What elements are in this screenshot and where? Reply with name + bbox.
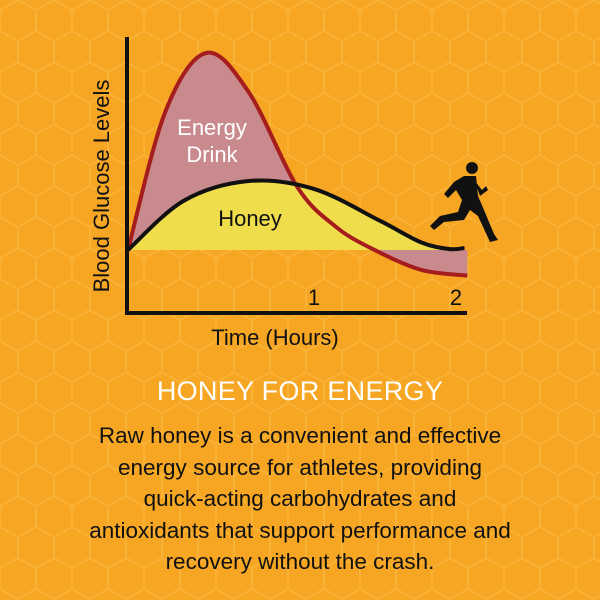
body-line: energy source for athletes, providing	[118, 454, 482, 480]
x-tick-1: 1	[308, 285, 320, 310]
x-tick-2: 2	[450, 285, 462, 310]
energy-drink-line	[126, 50, 468, 278]
body-line: quick-acting carbohydrates and	[143, 486, 457, 511]
honey-label: Honey	[218, 206, 282, 231]
body-line: Raw honey is a convenient and effective	[98, 423, 502, 448]
y-axis-label: Blood Glucose Levels	[89, 80, 114, 293]
glucose-chart: 1 2 Time (Hours) Blood Glucose Levels En…	[89, 37, 498, 350]
body-line: recovery without the crash.	[165, 549, 435, 574]
body-text: Raw honey is a convenient and effective …	[20, 420, 580, 578]
honey-line	[126, 178, 465, 252]
body-line: antioxidants that support performance an…	[89, 517, 511, 543]
runner-silhouette-icon	[430, 162, 498, 242]
energy-drink-label: Energy Drink	[177, 115, 247, 167]
heading: HONEY FOR ENERGY	[156, 376, 444, 406]
x-axis-label: Time (Hours)	[211, 325, 339, 350]
honey-area	[128, 180, 465, 250]
